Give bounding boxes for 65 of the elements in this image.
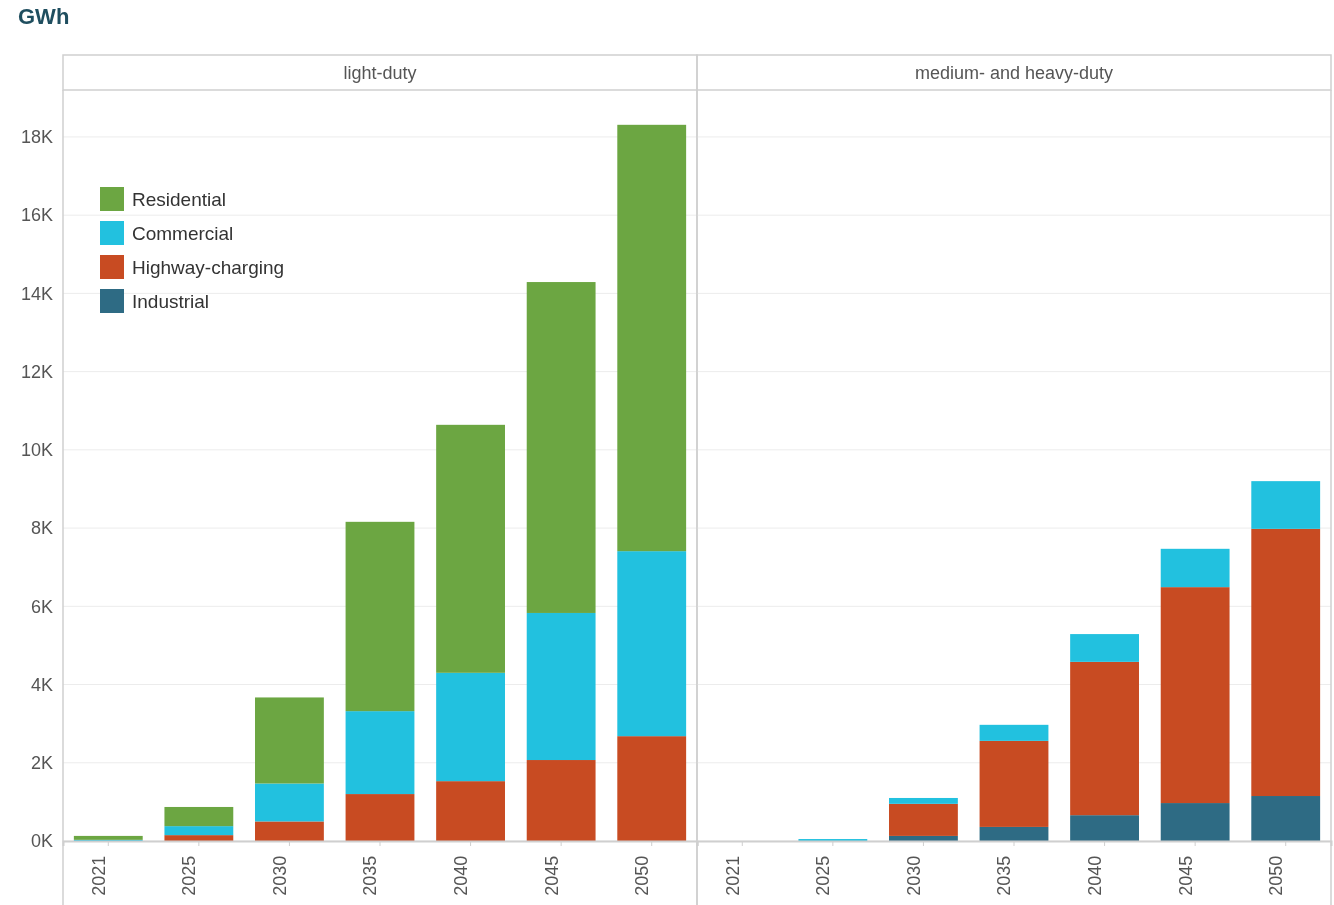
x-tick-label: 2045 (1175, 855, 1196, 896)
y-axis-title: GWh (18, 4, 70, 29)
x-tick-label: 2025 (179, 855, 200, 896)
legend-label: Highway-charging (132, 257, 285, 278)
y-tick-label: 10K (20, 440, 53, 461)
legend-label: Commercial (132, 223, 234, 244)
bar (1251, 481, 1321, 529)
bar (1160, 803, 1230, 841)
legend-label: Industrial (132, 291, 210, 312)
x-tick-label: 2025 (813, 855, 834, 896)
x-tick-label: 2035 (360, 855, 381, 896)
bar (979, 740, 1049, 827)
bar (73, 835, 143, 840)
x-tick-label: 2040 (450, 855, 471, 896)
x-tick-label: 2021 (722, 855, 743, 896)
bar (1160, 587, 1230, 804)
bar (345, 711, 415, 795)
bar (979, 826, 1049, 841)
bar (164, 835, 234, 841)
y-tick-label: 2K (30, 753, 53, 774)
bar (436, 672, 505, 782)
bar (255, 697, 324, 784)
chart-title: medium- and heavy-duty (914, 63, 1114, 83)
x-tick-label: 2035 (994, 855, 1015, 896)
bar (617, 736, 687, 841)
bar (1070, 815, 1139, 841)
bar (617, 551, 687, 737)
y-tick-label: 8K (30, 518, 53, 539)
x-tick-label: 2050 (632, 855, 653, 896)
bar (345, 521, 415, 712)
x-tick-label: 2030 (903, 855, 924, 896)
y-tick-label: 14K (20, 283, 53, 304)
bar (1070, 634, 1139, 662)
y-tick-label: 6K (30, 596, 53, 617)
bar (255, 783, 324, 822)
bar (889, 835, 958, 841)
y-tick-label: 12K (20, 361, 53, 382)
bar (979, 724, 1049, 741)
x-tick-label: 2030 (269, 855, 290, 896)
bar (436, 781, 505, 841)
y-tick-label: 0K (30, 831, 53, 852)
bar (526, 282, 596, 613)
x-tick-label: 2050 (1266, 855, 1287, 896)
bar (889, 797, 958, 804)
bar (436, 424, 505, 673)
bar (164, 806, 234, 827)
y-tick-label: 4K (30, 674, 53, 695)
x-tick-label: 2045 (541, 855, 562, 896)
bar (526, 760, 596, 841)
x-tick-label: 2040 (1084, 855, 1105, 896)
bar (1070, 661, 1139, 816)
bar (255, 821, 324, 841)
bar (1160, 548, 1230, 588)
y-tick-label: 18K (20, 127, 53, 148)
bar (345, 794, 415, 841)
chart-title: light-duty (343, 63, 417, 83)
bar (617, 124, 687, 552)
x-tick-label: 2021 (88, 855, 109, 896)
legend-label: Residential (132, 189, 226, 210)
bar (164, 826, 234, 836)
bar (889, 803, 958, 836)
bar (1251, 528, 1321, 797)
bar (1251, 796, 1321, 841)
bar (526, 612, 596, 761)
y-tick-label: 16K (20, 205, 53, 226)
